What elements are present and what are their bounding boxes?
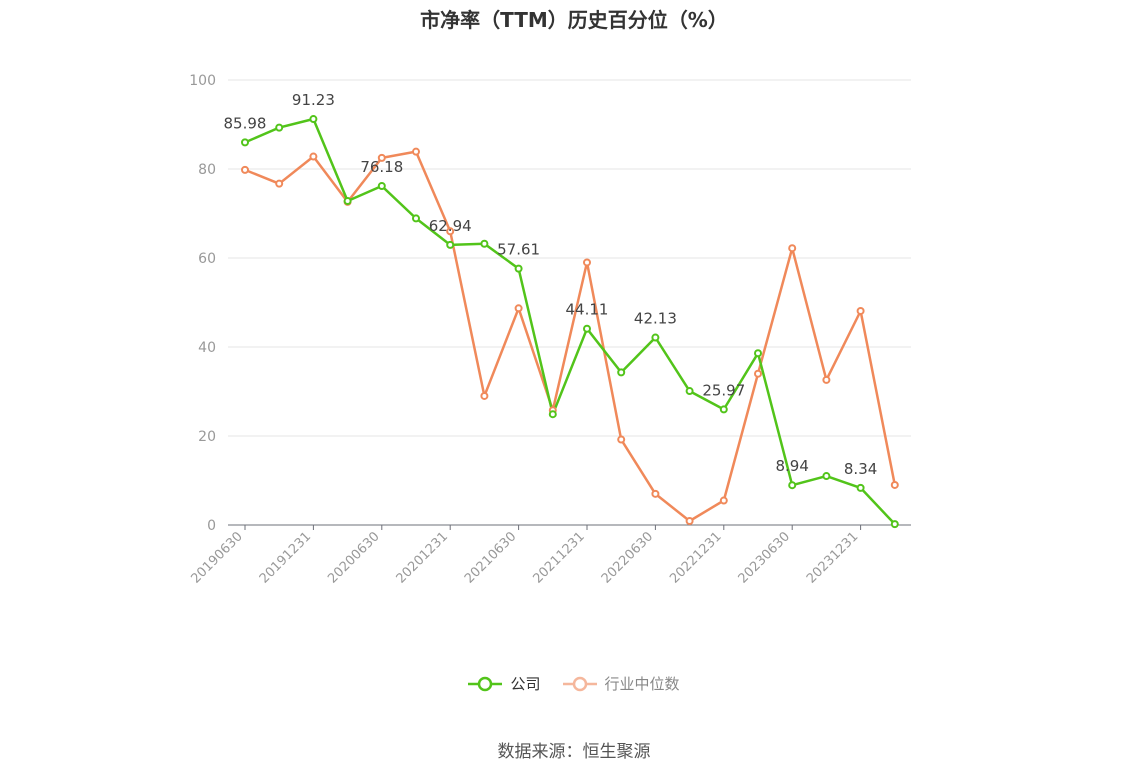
chart-title: 市净率（TTM）历史百分位（%）: [420, 8, 728, 32]
data-point-industry[interactable]: [685, 516, 694, 525]
data-label: 8.94: [775, 457, 808, 475]
data-point-industry[interactable]: [617, 435, 626, 444]
legend-item-company[interactable]: 公司: [468, 673, 541, 694]
data-point-company[interactable]: [685, 387, 694, 396]
source-note: 数据来源：恒生聚源: [497, 742, 651, 762]
data-point-company[interactable]: [651, 333, 660, 342]
data-point-industry[interactable]: [412, 147, 420, 156]
data-point-industry[interactable]: [822, 375, 831, 384]
data-point-company[interactable]: [343, 197, 352, 206]
data-label: 44.11: [566, 301, 609, 319]
data-point-industry[interactable]: [788, 244, 797, 253]
data-point-industry[interactable]: [856, 306, 865, 315]
data-label: 85.98: [224, 114, 267, 132]
series-lines: [244, 117, 897, 525]
x-tick-label: 20221231: [667, 529, 724, 586]
data-point-industry[interactable]: [275, 179, 284, 188]
data-point-company[interactable]: [412, 214, 420, 223]
x-tick-label: 20211231: [530, 529, 587, 586]
data-point-industry[interactable]: [377, 153, 386, 162]
data-point-industry[interactable]: [309, 152, 318, 161]
data-point-company[interactable]: [377, 181, 386, 190]
data-label: 42.13: [634, 310, 677, 328]
data-labels: 85.98 91.23 76.18 62.94 57.61 44.11 42.13 25.97…: [224, 91, 878, 478]
legend-item-industry[interactable]: 行业中位数: [562, 673, 680, 694]
data-point-industry[interactable]: [651, 489, 660, 498]
data-point-company[interactable]: [788, 481, 797, 490]
legend-label-industry: 行业中位数: [604, 675, 680, 693]
x-tick-label: 20210630: [462, 529, 519, 586]
axes: 0 20 40 60 80 100 20190630 20191231 20200630 2020…: [188, 73, 911, 587]
y-tick-label: 80: [198, 162, 216, 178]
data-point-company[interactable]: [446, 240, 455, 249]
y-tick-label: 0: [207, 518, 216, 534]
y-tick-label: 20: [198, 429, 216, 445]
data-label: 62.94: [429, 217, 472, 235]
data-label: 91.23: [292, 91, 335, 109]
grid-lines: [228, 79, 911, 437]
data-point-company[interactable]: [617, 368, 626, 377]
x-tick-label: 20190630: [188, 529, 245, 586]
x-tick-label: 20231231: [804, 529, 861, 586]
data-point-company[interactable]: [548, 410, 557, 419]
data-label: 76.18: [360, 158, 403, 176]
series-line-company: [244, 117, 896, 525]
data-point-industry[interactable]: [754, 369, 762, 378]
data-point-company[interactable]: [719, 405, 728, 414]
series-line-industry: [244, 150, 897, 523]
data-point-company[interactable]: [275, 123, 284, 132]
data-label: 25.97: [702, 381, 745, 399]
data-point-industry[interactable]: [583, 258, 591, 267]
x-tick-label: 20200630: [325, 529, 382, 586]
data-point-company[interactable]: [856, 483, 865, 492]
data-point-industry[interactable]: [241, 165, 249, 174]
data-label: 8.34: [844, 460, 877, 478]
data-point-industry[interactable]: [446, 227, 455, 236]
legend: 公司 行业中位数: [0, 673, 1148, 694]
x-tick-label: 20220630: [599, 529, 656, 586]
data-point-company[interactable]: [822, 472, 831, 481]
legend-label-company: 公司: [510, 675, 541, 693]
y-tick-label: 100: [189, 73, 216, 89]
data-point-company[interactable]: [514, 264, 523, 273]
data-point-industry[interactable]: [719, 496, 728, 505]
x-tick-label: 20201231: [394, 529, 451, 586]
data-point-company[interactable]: [480, 239, 489, 248]
data-point-industry[interactable]: [890, 480, 899, 489]
legend-company-marker-icon: [468, 676, 503, 691]
x-tick-label: 20191231: [257, 529, 314, 586]
y-tick-label: 40: [198, 340, 216, 356]
y-tick-label: 60: [198, 251, 216, 267]
x-tick-label: 20230630: [736, 529, 793, 586]
data-point-company[interactable]: [309, 115, 318, 124]
data-point-industry[interactable]: [514, 304, 523, 313]
legend-industry-marker-icon: [562, 676, 597, 691]
data-point-company[interactable]: [241, 138, 249, 147]
data-point-company[interactable]: [754, 349, 762, 358]
data-point-company[interactable]: [890, 520, 899, 529]
data-point-industry[interactable]: [480, 391, 489, 400]
data-label: 57.61: [497, 241, 540, 259]
data-points: [241, 115, 899, 529]
data-point-company[interactable]: [583, 324, 591, 333]
